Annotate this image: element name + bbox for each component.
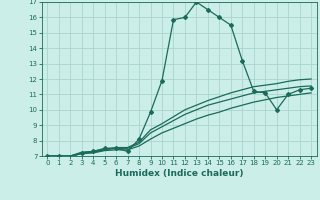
X-axis label: Humidex (Indice chaleur): Humidex (Indice chaleur) (115, 169, 244, 178)
